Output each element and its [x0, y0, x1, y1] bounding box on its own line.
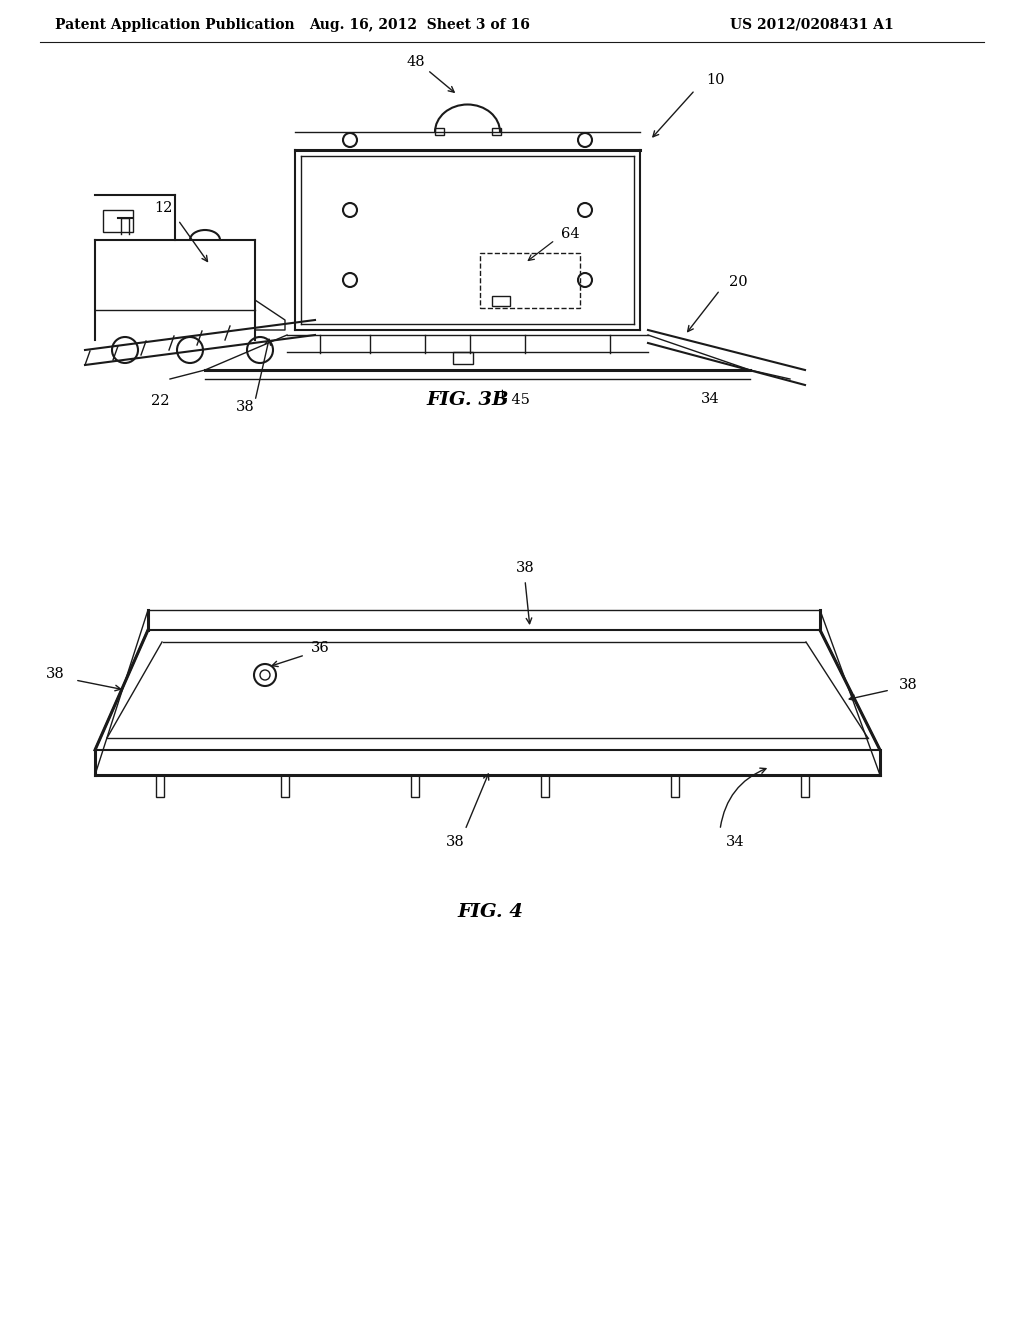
Text: 38: 38: [236, 400, 254, 414]
Text: 12: 12: [154, 201, 172, 215]
Text: 10: 10: [706, 73, 724, 87]
Text: 38: 38: [516, 561, 535, 576]
Bar: [801, 775, 809, 797]
Text: 48: 48: [407, 55, 425, 69]
Bar: [480, 253, 580, 308]
Bar: [453, 352, 472, 364]
Bar: [492, 128, 501, 135]
Text: 38: 38: [46, 667, 65, 681]
Bar: [671, 775, 679, 797]
Text: 64: 64: [561, 227, 580, 242]
Text: US 2012/0208431 A1: US 2012/0208431 A1: [730, 18, 894, 32]
Bar: [411, 775, 419, 797]
Bar: [281, 775, 289, 797]
Text: 38: 38: [445, 836, 464, 849]
Text: 22: 22: [151, 393, 169, 408]
Text: └ 45: └ 45: [498, 393, 529, 407]
Bar: [492, 296, 510, 306]
Text: 34: 34: [726, 836, 744, 849]
Text: 36: 36: [310, 642, 330, 655]
Text: 34: 34: [700, 392, 719, 407]
Text: 38: 38: [899, 678, 918, 692]
Bar: [156, 775, 164, 797]
Bar: [541, 775, 549, 797]
Text: Aug. 16, 2012  Sheet 3 of 16: Aug. 16, 2012 Sheet 3 of 16: [309, 18, 530, 32]
Text: Patent Application Publication: Patent Application Publication: [55, 18, 295, 32]
Text: FIG. 4: FIG. 4: [457, 903, 523, 921]
Bar: [434, 128, 443, 135]
Bar: [103, 210, 133, 232]
Text: FIG. 3B: FIG. 3B: [426, 391, 509, 409]
Text: 20: 20: [729, 275, 748, 289]
